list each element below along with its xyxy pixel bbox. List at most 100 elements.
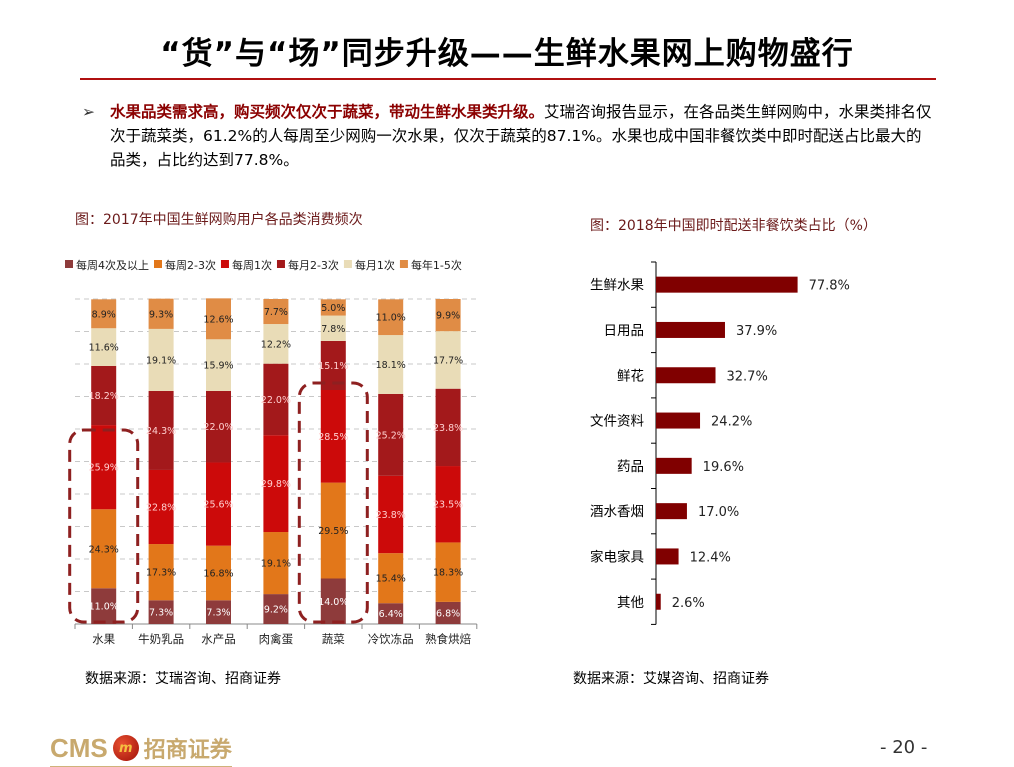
bar-segment: [263, 532, 289, 595]
bullet-paragraph: ➢ 水果品类需求高，购买频次仅次于蔬菜，带动生鲜水果类升级。艾瑞咨询报告显示，在…: [82, 100, 932, 172]
bar-segment: [435, 542, 461, 602]
data-label: 24.3%: [146, 426, 176, 437]
data-label: 19.1%: [261, 559, 291, 570]
data-label: 16.8%: [203, 568, 233, 579]
data-label: 32.7%: [727, 369, 768, 384]
bar: [656, 457, 692, 474]
data-label: 25.6%: [203, 500, 233, 511]
bar-segment: [435, 299, 461, 332]
data-label: 11.0%: [89, 602, 119, 613]
horizontal-bar-chart: 生鲜水果 77.8% 日用品 37.9% 鲜花 32.7% 文件资料 24.2% 药品 19.6%…: [590, 261, 850, 625]
legend-label: 每月2-3次: [288, 258, 339, 272]
data-label: 11.0%: [376, 313, 406, 324]
bar-segment: [91, 299, 117, 329]
bar-segment: [91, 328, 117, 366]
bar-segment: [320, 390, 346, 483]
data-label: 15.1%: [318, 361, 348, 372]
bar-segment: [91, 509, 117, 589]
right-chart-source: 数据来源：艾媒咨询、招商证券: [573, 671, 769, 687]
legend-swatch: [276, 260, 285, 268]
bar-segment: [378, 475, 404, 554]
data-label: 17.3%: [146, 568, 176, 579]
y-tick-label: 酒水香烟: [590, 504, 644, 520]
bar-segment: [206, 339, 231, 391]
legend-swatch: [65, 260, 73, 268]
data-label: 37.9%: [736, 324, 777, 339]
data-label: 23.5%: [433, 500, 463, 511]
bar-segment: [206, 600, 231, 624]
bar-segment: [320, 578, 346, 624]
data-label: 7.3%: [149, 608, 173, 619]
legend-swatch: [154, 260, 162, 268]
bar-segment: [263, 363, 289, 436]
bar: [656, 412, 701, 429]
legend-label: 每周1次: [232, 258, 272, 272]
bar-segment: [206, 462, 231, 546]
bar: [656, 321, 725, 338]
data-label: 14.0%: [318, 597, 348, 608]
bar-segment: [378, 553, 404, 604]
y-tick-label: 药品: [617, 459, 644, 475]
data-label: 5.0%: [321, 303, 345, 314]
y-tick-label: 日用品: [604, 323, 645, 339]
bar-segment: [91, 425, 117, 510]
bar: [656, 548, 679, 565]
bullet-highlight: 水果品类需求高，购买频次仅次于蔬菜，带动生鲜水果类升级。: [110, 103, 545, 121]
legend-swatch: [399, 260, 408, 268]
bar-segment: [378, 393, 404, 476]
bar-segment: [91, 588, 117, 624]
y-tick-label: 生鲜水果: [590, 278, 644, 294]
stacked-bar-chart: 每周4次及以上 每周2-3次 每周1次 每月2-3次 每月1次 每年1-5次 11.0% 24…: [65, 258, 478, 646]
data-label: 8.9%: [92, 309, 116, 320]
bar-segment: [435, 388, 461, 467]
data-label: 77.8%: [809, 279, 850, 294]
x-tick-label: 蔬菜: [322, 632, 345, 646]
legend-label: 每年1-5次: [411, 258, 462, 272]
data-label: 6.8%: [436, 608, 460, 619]
right-chart-title: 图：2018年中国即时配送非餐饮类占比（%）: [590, 218, 877, 234]
data-label: 12.2%: [261, 339, 291, 350]
bar: [656, 593, 661, 610]
y-tick-label: 家电家具: [590, 548, 644, 565]
y-tick-label: 其他: [617, 595, 644, 611]
bar-segment: [206, 390, 231, 463]
data-label: 12.4%: [690, 550, 731, 565]
y-tick-label: 文件资料: [590, 414, 644, 430]
bar-segment: [378, 299, 404, 336]
bar-segment: [91, 365, 117, 426]
bar-segment: [148, 600, 174, 624]
x-tick-label: 熟食烘焙: [425, 632, 471, 646]
x-tick-label: 牛奶乳品: [138, 632, 184, 646]
data-label: 24.2%: [711, 415, 752, 430]
data-label: 22.0%: [203, 422, 233, 433]
bar-segment: [148, 544, 174, 601]
data-label: 18.1%: [376, 360, 406, 371]
x-tick-label: 水产品: [201, 632, 236, 646]
data-label: 7.3%: [206, 608, 230, 619]
highlight-dashed-box: [68, 428, 140, 624]
bar-segment: [263, 594, 289, 624]
x-tick-label: 冷饮冻品: [368, 632, 414, 646]
bullet-text: 艾瑞咨询报告显示，在各品类生鲜网购中，水果类排名仅次于蔬菜类，61.2%的人每周…: [110, 103, 932, 169]
data-label: 7.7%: [264, 307, 288, 318]
bar-segment: [320, 482, 346, 579]
data-label: 18.3%: [433, 568, 463, 579]
title-divider: [80, 78, 936, 80]
bar-segment: [435, 466, 461, 543]
y-tick-label: 鲜花: [617, 368, 644, 384]
bar: [656, 276, 798, 293]
bar-segment: [263, 324, 289, 364]
x-tick-label: 水果: [92, 632, 115, 646]
bar: [656, 367, 716, 384]
slide-title: “货”与“场”同步升级——生鲜水果网上购物盛行: [160, 36, 854, 72]
legend-label: 每周4次及以上: [76, 258, 149, 272]
data-label: 22.0%: [261, 395, 291, 406]
data-label: 2.6%: [672, 596, 705, 611]
bar-segment: [320, 315, 346, 341]
data-label: 11.6%: [89, 343, 119, 354]
logo-emblem-icon: m: [112, 735, 139, 761]
legend-swatch: [343, 260, 352, 268]
cms-logo: CMS m 招商证券: [50, 730, 232, 767]
data-label: 23.8%: [376, 510, 406, 521]
legend-label: 每月1次: [355, 258, 395, 272]
